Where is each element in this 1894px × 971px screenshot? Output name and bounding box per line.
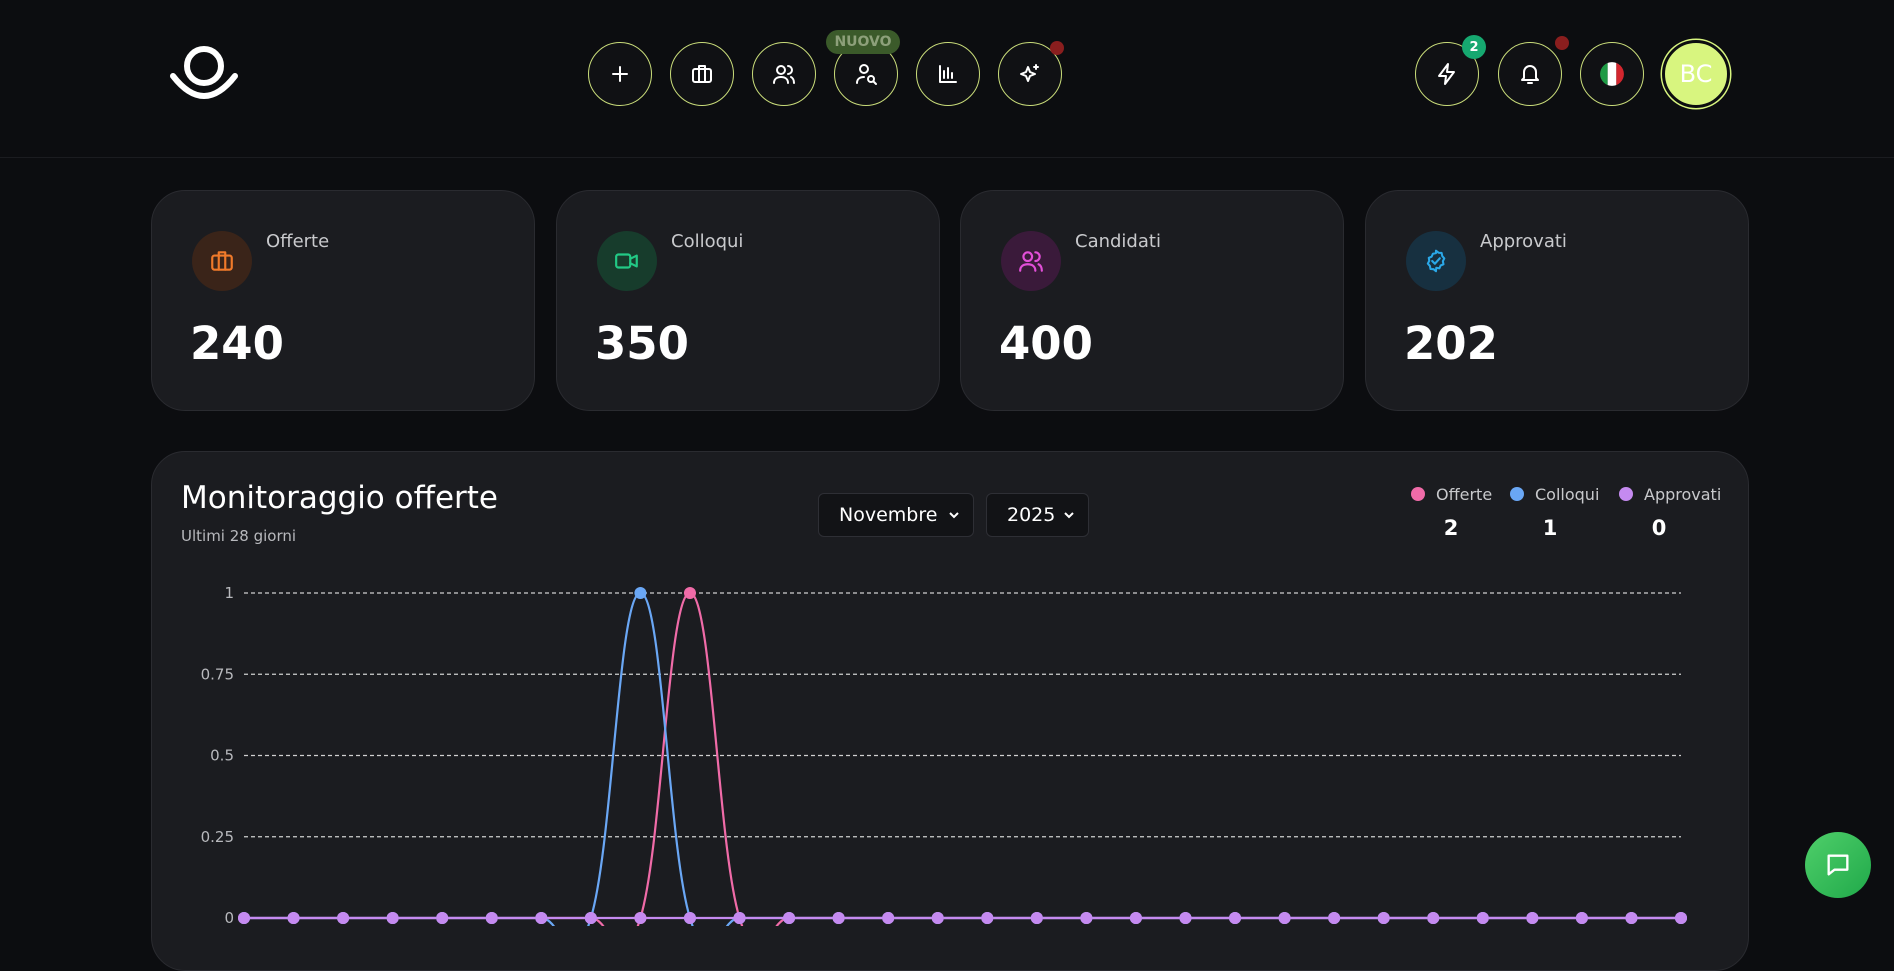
y-tick-label: 0.5 [210,747,234,765]
stat-icon [192,231,252,291]
data-point [485,912,498,924]
notifications-button[interactable] [1498,42,1562,106]
chart-panel [151,451,1749,971]
data-point [1427,912,1440,924]
legend-label: Colloqui [1535,485,1599,504]
data-point [1377,912,1390,924]
alert-dot [1050,41,1064,55]
legend-label: Offerte [1436,485,1492,504]
candidates-button[interactable] [752,42,816,106]
data-point [1625,912,1638,924]
data-point [683,587,696,599]
data-point [1179,912,1192,924]
language-button[interactable] [1580,42,1644,106]
data-point [1575,912,1588,924]
data-point [1328,912,1341,924]
data-point [832,912,845,924]
series-line [244,591,1681,926]
stat-value: 202 [1404,317,1498,370]
data-point [1030,912,1043,924]
stat-label: Colloqui [671,231,744,252]
chart-title: Monitoraggio offerte [181,480,498,516]
legend-marker [1510,487,1524,501]
stat-label: Approvati [1480,231,1567,252]
add-button[interactable] [588,42,652,106]
stat-icon [597,231,657,291]
stat-card: Colloqui 350 [556,190,940,411]
stat-value: 350 [595,317,689,370]
stat-label: Offerte [266,231,330,252]
data-point [584,912,597,924]
data-point [1526,912,1539,924]
data-point [931,912,944,924]
data-point [634,587,647,599]
jobs-button[interactable] [670,42,734,106]
stat-value: 400 [999,317,1093,370]
data-point [1229,912,1242,924]
alert-dot [1555,36,1569,50]
data-point [783,912,796,924]
notification-count: 2 [1462,35,1486,59]
data-point [238,912,250,924]
data-point [1278,912,1291,924]
stat-card: Offerte 240 [151,190,535,411]
avatar[interactable]: BC [1662,40,1730,108]
legend-marker [1619,487,1633,501]
data-point [1129,912,1142,924]
stat-label: Candidati [1075,231,1161,252]
legend-total: 0 [1652,516,1667,540]
stat-card: Approvati 202 [1365,190,1749,411]
stats-button[interactable] [916,42,980,106]
data-point [1080,912,1093,924]
chart-subtitle: Ultimi 28 giorni [181,527,297,545]
year-select[interactable]: 2025 [986,493,1089,537]
chat-button[interactable] [1805,832,1871,898]
y-tick-label: 0.75 [201,665,234,683]
stat-value: 240 [190,317,284,370]
data-point [882,912,895,924]
month-value: Novembre [839,504,938,526]
y-tick-label: 1 [224,584,234,602]
logo[interactable] [168,44,240,104]
data-point [337,912,350,924]
data-point [733,912,746,924]
chart: 0 0.25 0.5 0.75 1 Offerte 2 Colloqui 1 Approvati 0 [201,485,1721,926]
data-point [1476,912,1489,924]
legend-label: Approvati [1644,485,1721,504]
data-point [634,912,647,924]
new-badge: NUOVO [826,30,900,54]
stat-card: Candidati 400 [960,190,1344,411]
legend-marker [1411,487,1425,501]
year-value: 2025 [1007,504,1056,526]
stat-icon [1406,231,1466,291]
stat-icon [1001,231,1061,291]
y-tick-label: 0 [224,909,234,926]
legend-total: 1 [1543,516,1558,540]
data-point [535,912,548,924]
data-point [981,912,994,924]
data-point [287,912,300,924]
series-line [244,591,1681,926]
data-point [1675,912,1687,924]
month-select[interactable]: Novembre [818,493,974,537]
y-tick-label: 0.25 [201,828,234,846]
data-point [683,912,696,924]
data-point [436,912,449,924]
data-point [386,912,399,924]
legend-total: 2 [1444,516,1459,540]
header: NUOVO 2 BC [0,0,1894,158]
